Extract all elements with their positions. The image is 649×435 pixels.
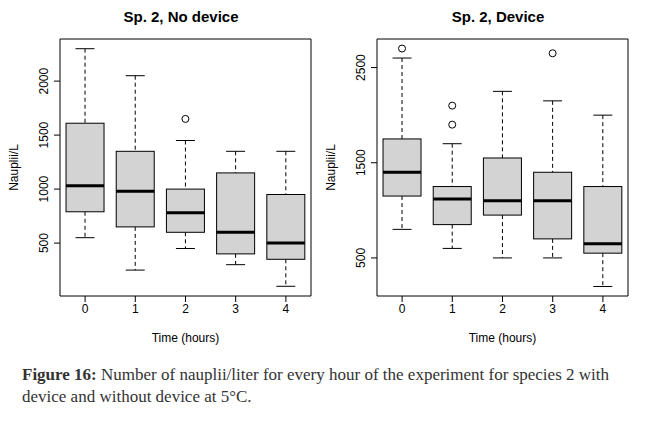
svg-text:Time (hours): Time (hours) xyxy=(469,331,537,345)
svg-text:2500: 2500 xyxy=(354,54,368,81)
svg-text:3: 3 xyxy=(549,302,556,316)
svg-text:2000: 2000 xyxy=(37,67,51,94)
svg-text:3: 3 xyxy=(232,302,239,316)
svg-text:1: 1 xyxy=(449,302,456,316)
html-text:Figure 16: Number of nauplii/l: Figure 16: Number of nauplii/liter for e… xyxy=(22,365,609,406)
svg-text:Nauplii/L: Nauplii/L xyxy=(8,144,21,191)
svg-text:1: 1 xyxy=(132,302,139,316)
svg-text:Nauplii/L: Nauplii/L xyxy=(325,144,338,191)
svg-text:1500: 1500 xyxy=(354,149,368,176)
html-text:Sp. 2, No device: Sp. 2, No device xyxy=(123,8,239,25)
html-text:Sp. 2, Device: Sp. 2, Device xyxy=(451,8,545,25)
svg-text:500: 500 xyxy=(354,248,368,268)
svg-text:1000: 1000 xyxy=(37,175,51,202)
svg-text:2: 2 xyxy=(182,302,189,316)
svg-text:4: 4 xyxy=(600,302,607,316)
svg-text:0: 0 xyxy=(399,302,406,316)
svg-text:2: 2 xyxy=(499,302,506,316)
svg-text:Time (hours): Time (hours) xyxy=(152,331,220,345)
svg-text:0: 0 xyxy=(82,302,89,316)
svg-text:4: 4 xyxy=(283,302,290,316)
svg-text:500: 500 xyxy=(37,233,51,253)
svg-text:1500: 1500 xyxy=(37,121,51,148)
